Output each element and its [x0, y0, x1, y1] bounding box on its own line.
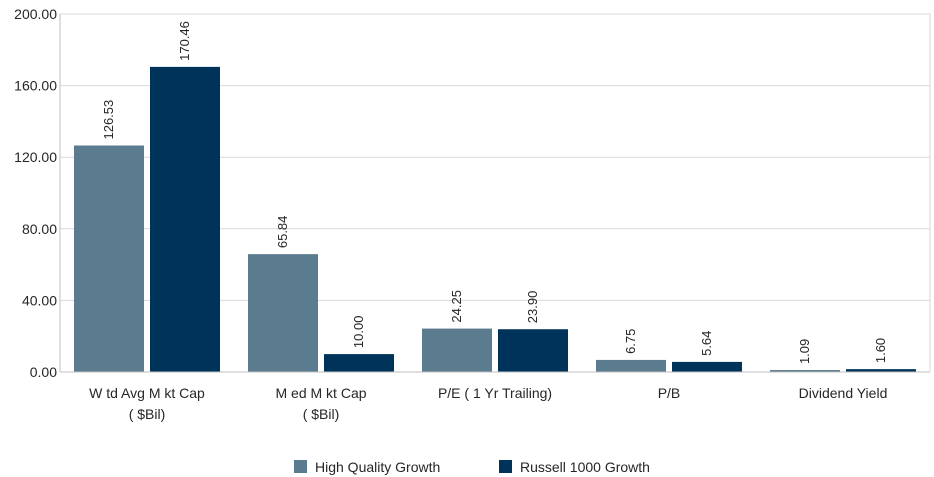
data-label: 23.90: [525, 291, 540, 324]
bar-russell-1000-growth: [498, 329, 568, 372]
data-label: 5.64: [699, 331, 714, 356]
bar-high-quality-growth: [422, 328, 492, 372]
bar-high-quality-growth: [596, 359, 666, 372]
legend-label: High Quality Growth: [315, 459, 440, 475]
legend: High Quality Growth Russell 1000 Growth: [294, 459, 650, 475]
bar-high-quality-growth: [770, 370, 840, 372]
bar-russell-1000-growth: [672, 361, 742, 372]
y-axis: 0.00 40.00 80.00 120.00 160.00 200.00: [14, 6, 931, 380]
data-label: 1.60: [873, 338, 888, 363]
y-tick-label: 0.00: [30, 364, 57, 380]
legend-swatch: [499, 460, 512, 473]
x-category-label: P/B: [658, 385, 681, 401]
x-axis: W td Avg M kt Cap ( $Bil) M ed M kt Cap ( $…: [60, 371, 930, 422]
bar-russell-1000-growth: [846, 369, 916, 372]
x-category-label: Dividend Yield: [799, 385, 888, 401]
x-category-label: ( $Bil): [129, 406, 166, 422]
data-label: 1.09: [797, 339, 812, 364]
data-label: 126.53: [101, 100, 116, 140]
x-category-label: M ed M kt Cap: [275, 385, 366, 401]
data-label: 24.25: [449, 290, 464, 323]
y-tick-label: 40.00: [22, 292, 57, 308]
legend-swatch: [294, 460, 307, 473]
bar-high-quality-growth: [248, 254, 318, 372]
y-tick-label: 120.00: [14, 149, 57, 165]
legend-label: Russell 1000 Growth: [520, 459, 650, 475]
bar-high-quality-growth: [74, 145, 144, 372]
data-label: 65.84: [275, 216, 290, 249]
y-tick-label: 80.00: [22, 221, 57, 237]
y-tick-label: 160.00: [14, 78, 57, 94]
y-tick-label: 200.00: [14, 6, 57, 22]
data-label: 170.46: [177, 21, 192, 61]
bars: 126.53 170.46 65.84 10.00 24.25 23.90 6.75 5.64…: [74, 21, 916, 373]
x-category-label: W td Avg M kt Cap: [89, 385, 205, 401]
bar-russell-1000-growth: [324, 354, 394, 372]
data-label: 6.75: [623, 329, 638, 354]
x-category-label: P/E ( 1 Yr Trailing): [438, 385, 552, 401]
data-label: 10.00: [351, 316, 366, 349]
bar-russell-1000-growth: [150, 66, 220, 373]
x-category-label: ( $Bil): [303, 406, 340, 422]
